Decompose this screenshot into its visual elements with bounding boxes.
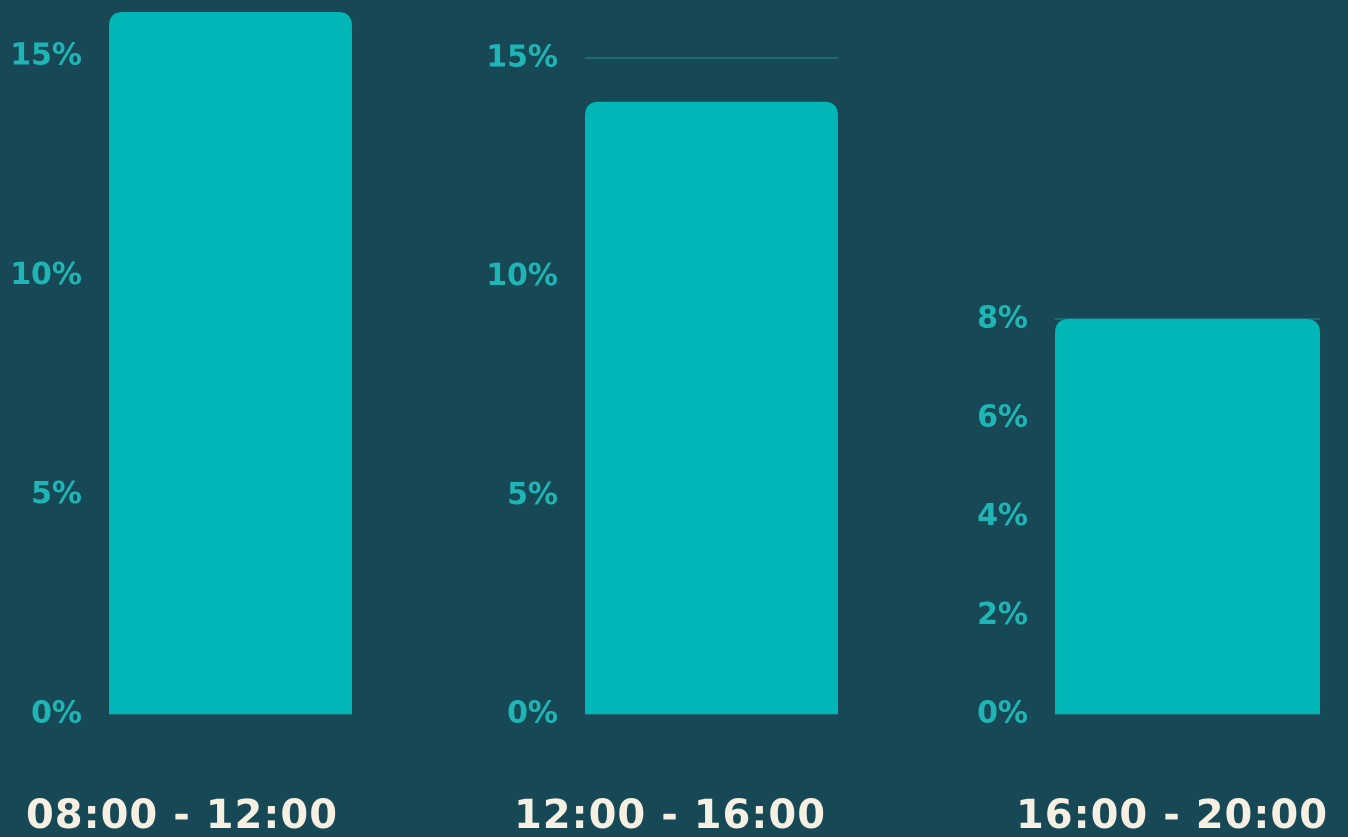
y-tick-label: 15%	[486, 40, 558, 75]
bar	[109, 12, 352, 714]
y-tick-label: 0%	[31, 696, 82, 731]
y-tick-label: 15%	[10, 37, 82, 72]
y-tick-label: 10%	[10, 257, 82, 292]
x-category-label: 16:00 - 20:00	[1016, 792, 1328, 837]
y-tick-label: 0%	[977, 696, 1028, 731]
bar	[1055, 319, 1320, 714]
y-tick-label: 10%	[486, 258, 558, 293]
x-category-label: 12:00 - 16:00	[514, 792, 826, 837]
y-tick-label: 2%	[977, 597, 1028, 632]
y-tick-label: 8%	[977, 301, 1028, 336]
y-tick-label: 5%	[31, 476, 82, 511]
y-tick-label: 4%	[977, 498, 1028, 533]
y-tick-label: 0%	[507, 696, 558, 731]
x-category-label: 08:00 - 12:00	[26, 792, 338, 837]
y-tick-label: 5%	[507, 477, 558, 512]
bar	[585, 101, 838, 714]
y-tick-label: 6%	[977, 399, 1028, 434]
